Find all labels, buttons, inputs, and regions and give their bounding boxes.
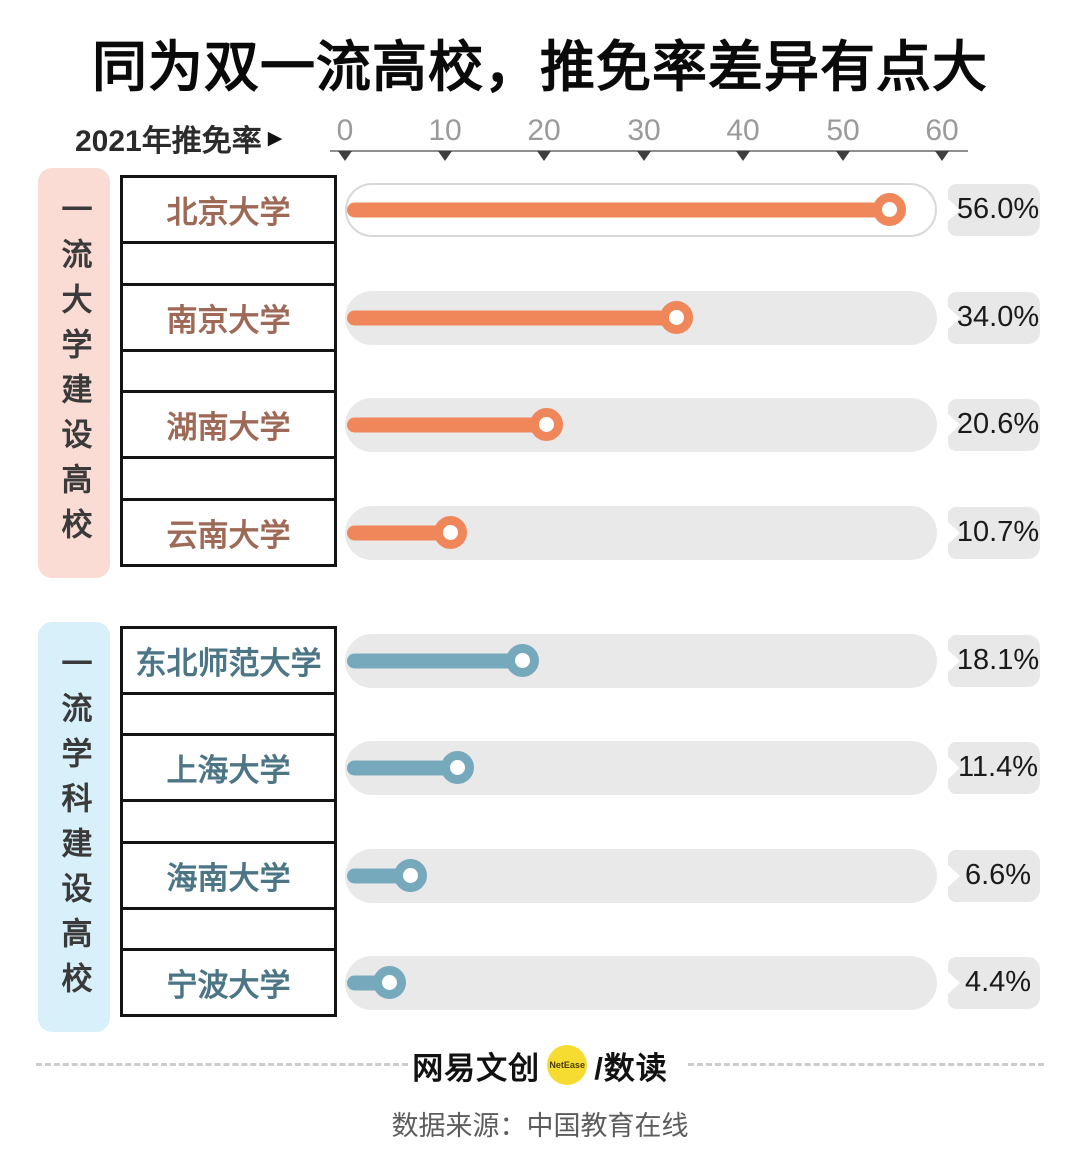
value-badge: 20.6% xyxy=(948,398,1040,451)
brand-text: 网易文创 xyxy=(412,1050,541,1086)
tick-triangle-icon xyxy=(637,151,651,161)
tick-triangle-icon xyxy=(537,151,551,161)
axis-tick-label: 60 xyxy=(925,114,959,147)
axis-tick-label: 0 xyxy=(336,114,354,147)
bar-marker xyxy=(506,644,539,677)
chart-row: 北京大学 56.0% xyxy=(0,175,1080,244)
university-label-box: 南京大学 xyxy=(120,283,337,352)
value-badge: 11.4% xyxy=(948,741,1040,794)
axis-title-text: 2021年推免率 xyxy=(75,125,262,158)
value-badge: 56.0% xyxy=(948,183,1040,236)
axis-tick-label: 40 xyxy=(726,114,760,147)
university-label-box: 湖南大学 xyxy=(120,390,337,459)
value-label: 6.6% xyxy=(964,859,1032,891)
university-name: 东北师范大学 xyxy=(135,646,322,681)
value-badge: 4.4% xyxy=(948,956,1040,1009)
chart-row: 东北师范大学 18.1% xyxy=(0,626,1080,695)
value-badge: 10.7% xyxy=(948,506,1040,559)
bar xyxy=(347,751,474,784)
university-name: 宁波大学 xyxy=(166,968,291,1003)
data-source-note: 数据来源：中国教育在线 xyxy=(391,1111,689,1141)
publisher-logo: 网易文创 NetEase /数读 xyxy=(0,1044,1080,1086)
bar-marker xyxy=(873,193,906,226)
university-name: 湖南大学 xyxy=(166,410,291,445)
university-name: 云南大学 xyxy=(166,518,291,553)
university-label-box: 东北师范大学 xyxy=(120,626,337,695)
value-label: 11.4% xyxy=(957,751,1039,783)
chart-row: 海南大学 6.6% xyxy=(0,841,1080,910)
tick-triangle-icon xyxy=(438,151,452,161)
university-label-box: 宁波大学 xyxy=(120,948,337,1017)
group-label-tier1-text: 一流大学建设高校 xyxy=(56,193,92,553)
bar-marker xyxy=(373,966,406,999)
bar-marker xyxy=(394,859,427,892)
bar xyxy=(347,644,539,677)
bar-marker xyxy=(530,408,563,441)
divider-dashed-left xyxy=(36,1063,408,1066)
value-label: 34.0% xyxy=(956,301,1040,333)
value-label: 18.1% xyxy=(956,644,1040,676)
divider-dashed-right xyxy=(688,1063,1044,1066)
bar xyxy=(347,408,563,441)
brand-suffix-text: /数读 xyxy=(594,1050,668,1086)
tick-triangle-icon xyxy=(836,151,850,161)
label-column-frame xyxy=(120,175,337,567)
bar-marker xyxy=(660,301,693,334)
university-name: 北京大学 xyxy=(166,195,291,230)
axis-tick-label: 30 xyxy=(627,114,661,147)
university-name: 海南大学 xyxy=(166,861,291,896)
university-label-box: 海南大学 xyxy=(120,841,337,910)
group-label-tier1: 一流大学建设高校 xyxy=(38,168,110,578)
axis-tick-label: 20 xyxy=(527,114,561,147)
group-label-tier2: 一流学科建设高校 xyxy=(38,622,110,1032)
bar-marker xyxy=(441,751,474,784)
chart-row: 南京大学 34.0% xyxy=(0,283,1080,352)
value-label: 4.4% xyxy=(964,966,1032,998)
value-label: 10.7% xyxy=(956,516,1040,548)
university-name: 南京大学 xyxy=(166,303,291,338)
chart-row: 宁波大学 4.4% xyxy=(0,948,1080,1017)
bar-track xyxy=(345,848,937,903)
bar xyxy=(347,516,467,549)
group-label-tier2-text: 一流学科建设高校 xyxy=(56,647,92,1007)
bar xyxy=(347,859,427,892)
tick-triangle-icon xyxy=(338,151,352,161)
bar-track xyxy=(345,955,937,1010)
university-label-box: 上海大学 xyxy=(120,733,337,802)
bar-marker xyxy=(434,516,467,549)
bar xyxy=(347,193,906,226)
university-name: 上海大学 xyxy=(166,753,291,788)
axis-title: 2021年推免率 ▶ xyxy=(75,116,282,160)
tick-triangle-icon xyxy=(736,151,750,161)
netease-badge-icon: NetEase xyxy=(547,1045,588,1085)
value-badge: 34.0% xyxy=(948,291,1040,344)
value-label: 56.0% xyxy=(956,193,1040,225)
chart-row: 上海大学 11.4% xyxy=(0,733,1080,802)
axis-tick-label: 10 xyxy=(428,114,462,147)
axis-tick-label: 50 xyxy=(826,114,860,147)
university-label-box: 云南大学 xyxy=(120,498,337,567)
value-badge: 6.6% xyxy=(948,849,1040,902)
chart-row: 云南大学 10.7% xyxy=(0,498,1080,567)
value-badge: 18.1% xyxy=(948,634,1040,687)
chart-row: 湖南大学 20.6% xyxy=(0,390,1080,459)
label-column-frame xyxy=(120,626,337,1017)
bar xyxy=(347,966,406,999)
tick-triangle-icon xyxy=(935,151,949,161)
value-label: 20.6% xyxy=(956,408,1040,440)
university-label-box: 北京大学 xyxy=(120,175,337,244)
page-title: 同为双一流高校，推免率差异有点大 xyxy=(91,36,988,98)
bar xyxy=(347,301,693,334)
arrow-right-icon: ▶ xyxy=(267,127,283,149)
